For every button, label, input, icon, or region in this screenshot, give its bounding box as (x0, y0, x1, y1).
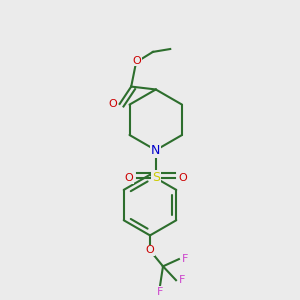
Text: F: F (157, 287, 163, 297)
Text: F: F (179, 275, 186, 285)
Text: O: O (124, 172, 133, 183)
Text: O: O (108, 99, 117, 109)
Text: O: O (146, 245, 154, 255)
Text: N: N (151, 144, 160, 157)
Text: O: O (133, 56, 141, 66)
Text: O: O (178, 172, 187, 183)
Text: S: S (152, 171, 160, 184)
Text: F: F (182, 254, 188, 264)
